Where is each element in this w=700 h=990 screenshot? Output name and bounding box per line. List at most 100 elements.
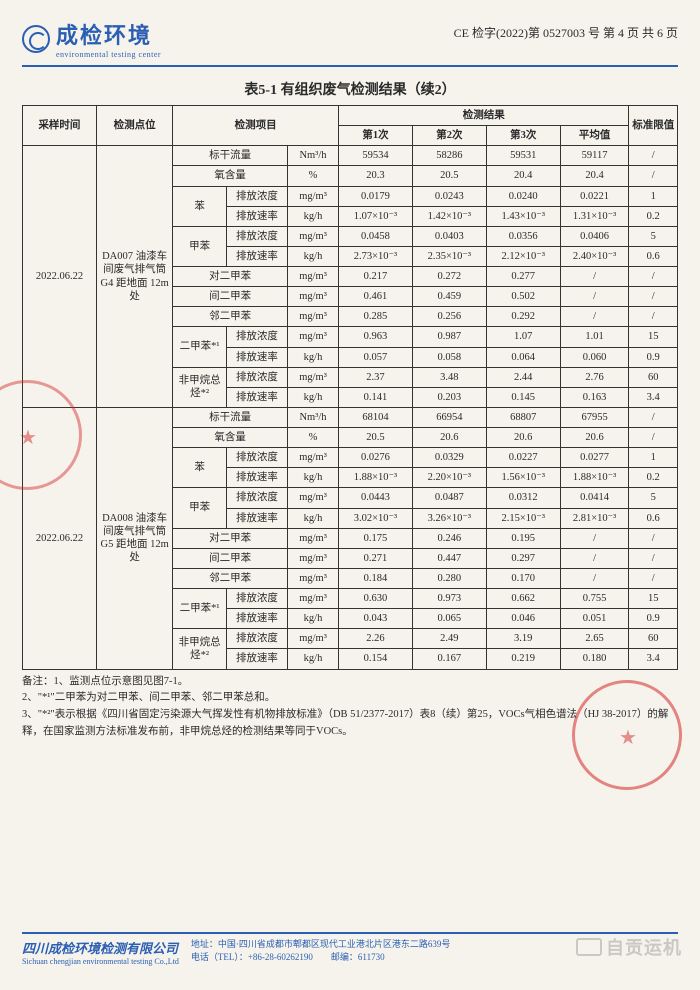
cell-value: 3.26×10⁻³	[412, 508, 486, 528]
notes: 备注：1、监测点位示意图见图7-1。 2、"*¹"二甲苯为对二甲苯、间二甲苯、邻…	[22, 674, 678, 741]
cell-value: 0.0179	[339, 186, 413, 206]
cell-value: 0.064	[486, 347, 560, 367]
cell-value: 0.203	[412, 387, 486, 407]
cell-value: /	[560, 568, 629, 588]
cell-value: 0.051	[560, 609, 629, 629]
cell-subitem: 排放速率	[226, 609, 287, 629]
cell-value: 0.459	[412, 287, 486, 307]
cell-standard: 0.9	[629, 347, 678, 367]
cell-value: 0.630	[339, 589, 413, 609]
cell-value: 20.6	[560, 428, 629, 448]
cell-subitem: 排放浓度	[226, 589, 287, 609]
cell-value: 1.07×10⁻³	[339, 206, 413, 226]
cell-value: 0.0240	[486, 186, 560, 206]
cell-standard: 0.9	[629, 609, 678, 629]
table-row: 2022.06.22DA007 油漆车间废气排气筒 G4 距地面 12m 处标干…	[23, 146, 678, 166]
cell-value: 0.060	[560, 347, 629, 367]
cell-value: 0.195	[486, 528, 560, 548]
cell-value: 2.76	[560, 367, 629, 387]
cell-subitem: 排放浓度	[226, 327, 287, 347]
cell-location: DA007 油漆车间废气排气筒 G4 距地面 12m 处	[96, 146, 172, 408]
cell-unit: mg/m³	[288, 568, 339, 588]
cell-value: 59531	[486, 146, 560, 166]
cell-value: 0.0221	[560, 186, 629, 206]
cell-value: 0.0227	[486, 448, 560, 468]
cell-value: 2.12×10⁻³	[486, 246, 560, 266]
cell-value: 0.0329	[412, 448, 486, 468]
cell-standard: 0.2	[629, 206, 678, 226]
cell-subitem: 排放浓度	[226, 629, 287, 649]
cell-value: 1.56×10⁻³	[486, 468, 560, 488]
cell-value: 66954	[412, 407, 486, 427]
cell-standard: 1	[629, 448, 678, 468]
doc-reference: CE 检字(2022)第 0527003 号 第 4 页 共 6 页	[454, 18, 678, 41]
cell-value: 0.987	[412, 327, 486, 347]
cell-value: /	[560, 548, 629, 568]
cell-value: 0.058	[412, 347, 486, 367]
cell-value: 0.057	[339, 347, 413, 367]
note-1: 备注：1、监测点位示意图见图7-1。	[22, 674, 678, 691]
cell-value: 0.180	[560, 649, 629, 669]
cell-standard: /	[629, 407, 678, 427]
col-run1: 第1次	[339, 126, 413, 146]
cell-unit: kg/h	[288, 246, 339, 266]
cell-item: 标干流量	[173, 146, 288, 166]
header-rule	[22, 65, 678, 67]
cell-standard: 0.6	[629, 246, 678, 266]
cell-value: 0.184	[339, 568, 413, 588]
cell-value: 0.973	[412, 589, 486, 609]
col-results-group: 检测结果	[339, 106, 629, 126]
cell-value: 0.963	[339, 327, 413, 347]
cell-value: 1.88×10⁻³	[339, 468, 413, 488]
cell-standard: 3.4	[629, 649, 678, 669]
cell-value: 0.175	[339, 528, 413, 548]
table-row: 2022.06.22DA008 油漆车间废气排气筒 G5 距地面 12m 处标干…	[23, 407, 678, 427]
cell-item: 甲苯	[173, 488, 227, 528]
cell-value: 0.256	[412, 307, 486, 327]
page-header: 成检环境 environmental testing center CE 检字(…	[22, 18, 678, 59]
table-head: 采样时间 检测点位 检测项目 检测结果 标准限值 第1次 第2次 第3次 平均值	[23, 106, 678, 146]
cell-item: 二甲苯*¹	[173, 327, 227, 367]
cell-standard: 15	[629, 589, 678, 609]
cell-unit: kg/h	[288, 468, 339, 488]
cell-standard: /	[629, 146, 678, 166]
cell-unit: mg/m³	[288, 287, 339, 307]
cell-value: 0.043	[339, 609, 413, 629]
cell-value: 0.272	[412, 267, 486, 287]
cell-value: 2.49	[412, 629, 486, 649]
cell-subitem: 排放浓度	[226, 488, 287, 508]
cell-standard: /	[629, 528, 678, 548]
cell-subitem: 排放速率	[226, 468, 287, 488]
cell-value: 2.37	[339, 367, 413, 387]
cell-unit: kg/h	[288, 387, 339, 407]
cell-value: 2.81×10⁻³	[560, 508, 629, 528]
cell-standard: 0.2	[629, 468, 678, 488]
cell-value: 0.0414	[560, 488, 629, 508]
cell-standard: /	[629, 568, 678, 588]
cell-standard: 5	[629, 226, 678, 246]
col-avg: 平均值	[560, 126, 629, 146]
cell-subitem: 排放速率	[226, 246, 287, 266]
table-title: 表5-1 有组织废气检测结果（续2）	[22, 79, 678, 99]
cell-item: 标干流量	[173, 407, 288, 427]
footer-address: 地址：中国·四川省成都市郫都区现代工业港北片区港东二路639号	[191, 938, 451, 951]
footer-company-cn: 四川成检环境检测有限公司	[22, 938, 179, 957]
cell-value: 1.31×10⁻³	[560, 206, 629, 226]
cell-value: 0.246	[412, 528, 486, 548]
cell-subitem: 排放浓度	[226, 448, 287, 468]
cell-value: 0.271	[339, 548, 413, 568]
cell-value: 3.48	[412, 367, 486, 387]
logo-text-cn: 成检环境	[56, 18, 161, 50]
cell-unit: mg/m³	[288, 528, 339, 548]
cell-value: 0.461	[339, 287, 413, 307]
cell-value: 2.35×10⁻³	[412, 246, 486, 266]
cell-value: 0.755	[560, 589, 629, 609]
col-run2: 第2次	[412, 126, 486, 146]
watermark-text: 自贡运机	[606, 934, 682, 960]
cell-subitem: 排放速率	[226, 347, 287, 367]
cell-unit: kg/h	[288, 609, 339, 629]
cell-value: 0.0312	[486, 488, 560, 508]
col-location: 检测点位	[96, 106, 172, 146]
cell-subitem: 排放速率	[226, 508, 287, 528]
col-item: 检测项目	[173, 106, 339, 146]
